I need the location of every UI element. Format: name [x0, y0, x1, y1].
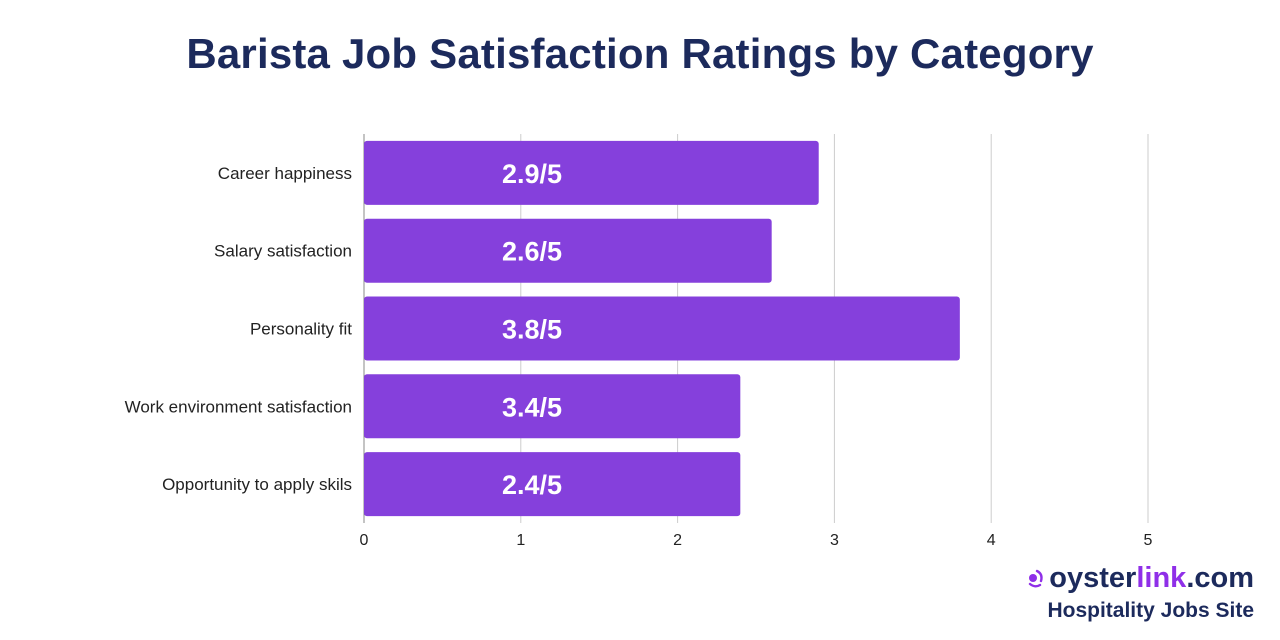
category-label: Opportunity to apply skils	[162, 475, 352, 494]
brand-logo: oysterlink.com Hospitality Jobs Site	[1027, 562, 1254, 623]
x-tick-label: 0	[360, 532, 369, 549]
brand-tagline: Hospitality Jobs Site	[1047, 599, 1254, 622]
brand-name-part3: .com	[1186, 562, 1254, 594]
x-tick-label: 1	[516, 532, 525, 549]
data-label: 2.9/5	[502, 159, 562, 189]
bar-4	[364, 452, 741, 517]
brand-name: oysterlink.com	[1027, 562, 1254, 595]
category-label: Salary satisfaction	[214, 242, 352, 261]
oyster-icon	[1029, 570, 1043, 588]
data-label: 3.4/5	[502, 392, 562, 422]
x-tick-label: 4	[987, 532, 996, 549]
bar-1	[364, 218, 772, 283]
data-label: 2.4/5	[502, 470, 562, 500]
x-tick-label: 5	[1144, 532, 1153, 549]
category-label: Work environment satisfaction	[125, 397, 352, 416]
category-label: Personality fit	[250, 320, 352, 339]
x-tick-label: 3	[830, 532, 839, 549]
bar-2	[364, 296, 960, 361]
bar-3	[364, 374, 741, 439]
data-label: 2.6/5	[502, 237, 562, 267]
x-tick-label: 2	[673, 532, 682, 549]
bar-0	[364, 140, 819, 205]
data-label: 3.8/5	[502, 315, 562, 345]
labels: 0 1 2 3 4 5 Career happiness 2.9/5 Salary satisf…	[125, 159, 1153, 549]
bars	[364, 140, 960, 517]
brand-name-part1: oyster	[1049, 562, 1137, 594]
chart-title: Barista Job Satisfaction Ratings by Cate…	[186, 30, 1094, 77]
category-label: Career happiness	[218, 164, 352, 183]
brand-name-part2: link	[1136, 562, 1187, 594]
